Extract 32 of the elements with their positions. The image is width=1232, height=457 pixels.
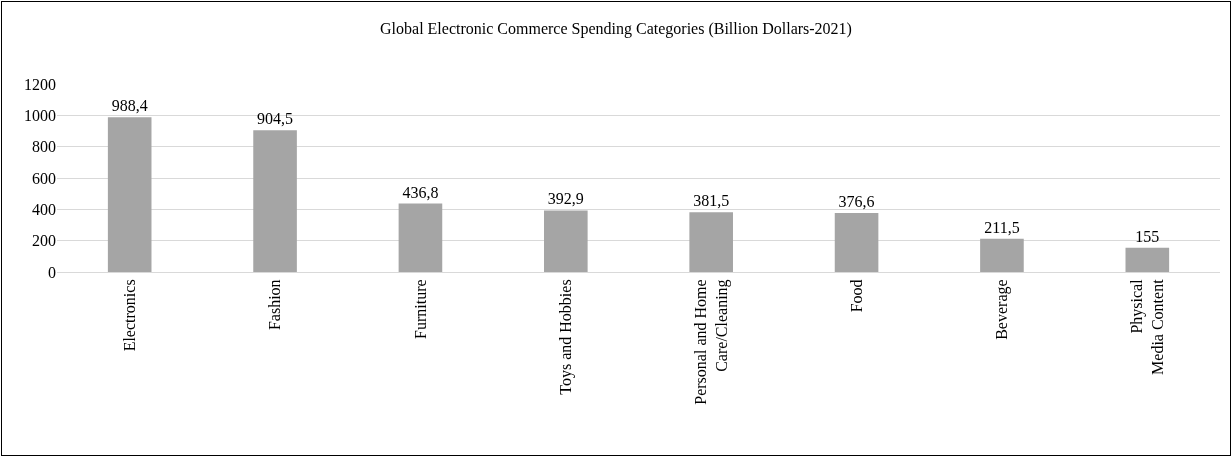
x-tick-label: Furniture (411, 279, 429, 339)
bar (398, 203, 443, 272)
x-tick-label: Personal and Home Care/Cleaning (691, 279, 731, 405)
y-tick-label: 600 (32, 169, 56, 187)
bar (1125, 247, 1170, 272)
data-label: 988,4 (111, 97, 148, 115)
data-label: 155 (1135, 227, 1160, 245)
y-tick-label: 400 (32, 200, 56, 218)
data-label: 392,9 (547, 190, 584, 208)
chart-title: Global Electronic Commerce Spending Categories (Billion Dollars-2021) (380, 19, 852, 38)
bar (107, 117, 152, 272)
data-label: 436,8 (402, 183, 439, 201)
x-tick-label: Food (847, 279, 865, 313)
x-tick-label: Toys and Hobbies (557, 279, 576, 395)
bar (544, 210, 588, 272)
data-label: 381,5 (693, 192, 730, 210)
data-label: 211,5 (984, 218, 1020, 236)
y-tick-label: 1200 (24, 75, 56, 93)
x-tick-label: Electronics (120, 279, 138, 352)
bar (980, 238, 1024, 272)
bar (253, 130, 297, 272)
y-tick-label: 0 (48, 263, 56, 281)
x-tick-label: Beverage (993, 279, 1012, 340)
x-tick-label: Fashion (266, 279, 284, 331)
data-label: 376,6 (838, 193, 875, 210)
bar (834, 213, 879, 272)
data-label: 904,5 (257, 110, 294, 128)
y-tick-label: 200 (32, 232, 56, 250)
y-tick-label: 1000 (24, 106, 56, 124)
y-tick-label: 800 (32, 138, 56, 156)
x-tick-label: Physical Media Content (1128, 278, 1166, 375)
bar (689, 212, 733, 272)
